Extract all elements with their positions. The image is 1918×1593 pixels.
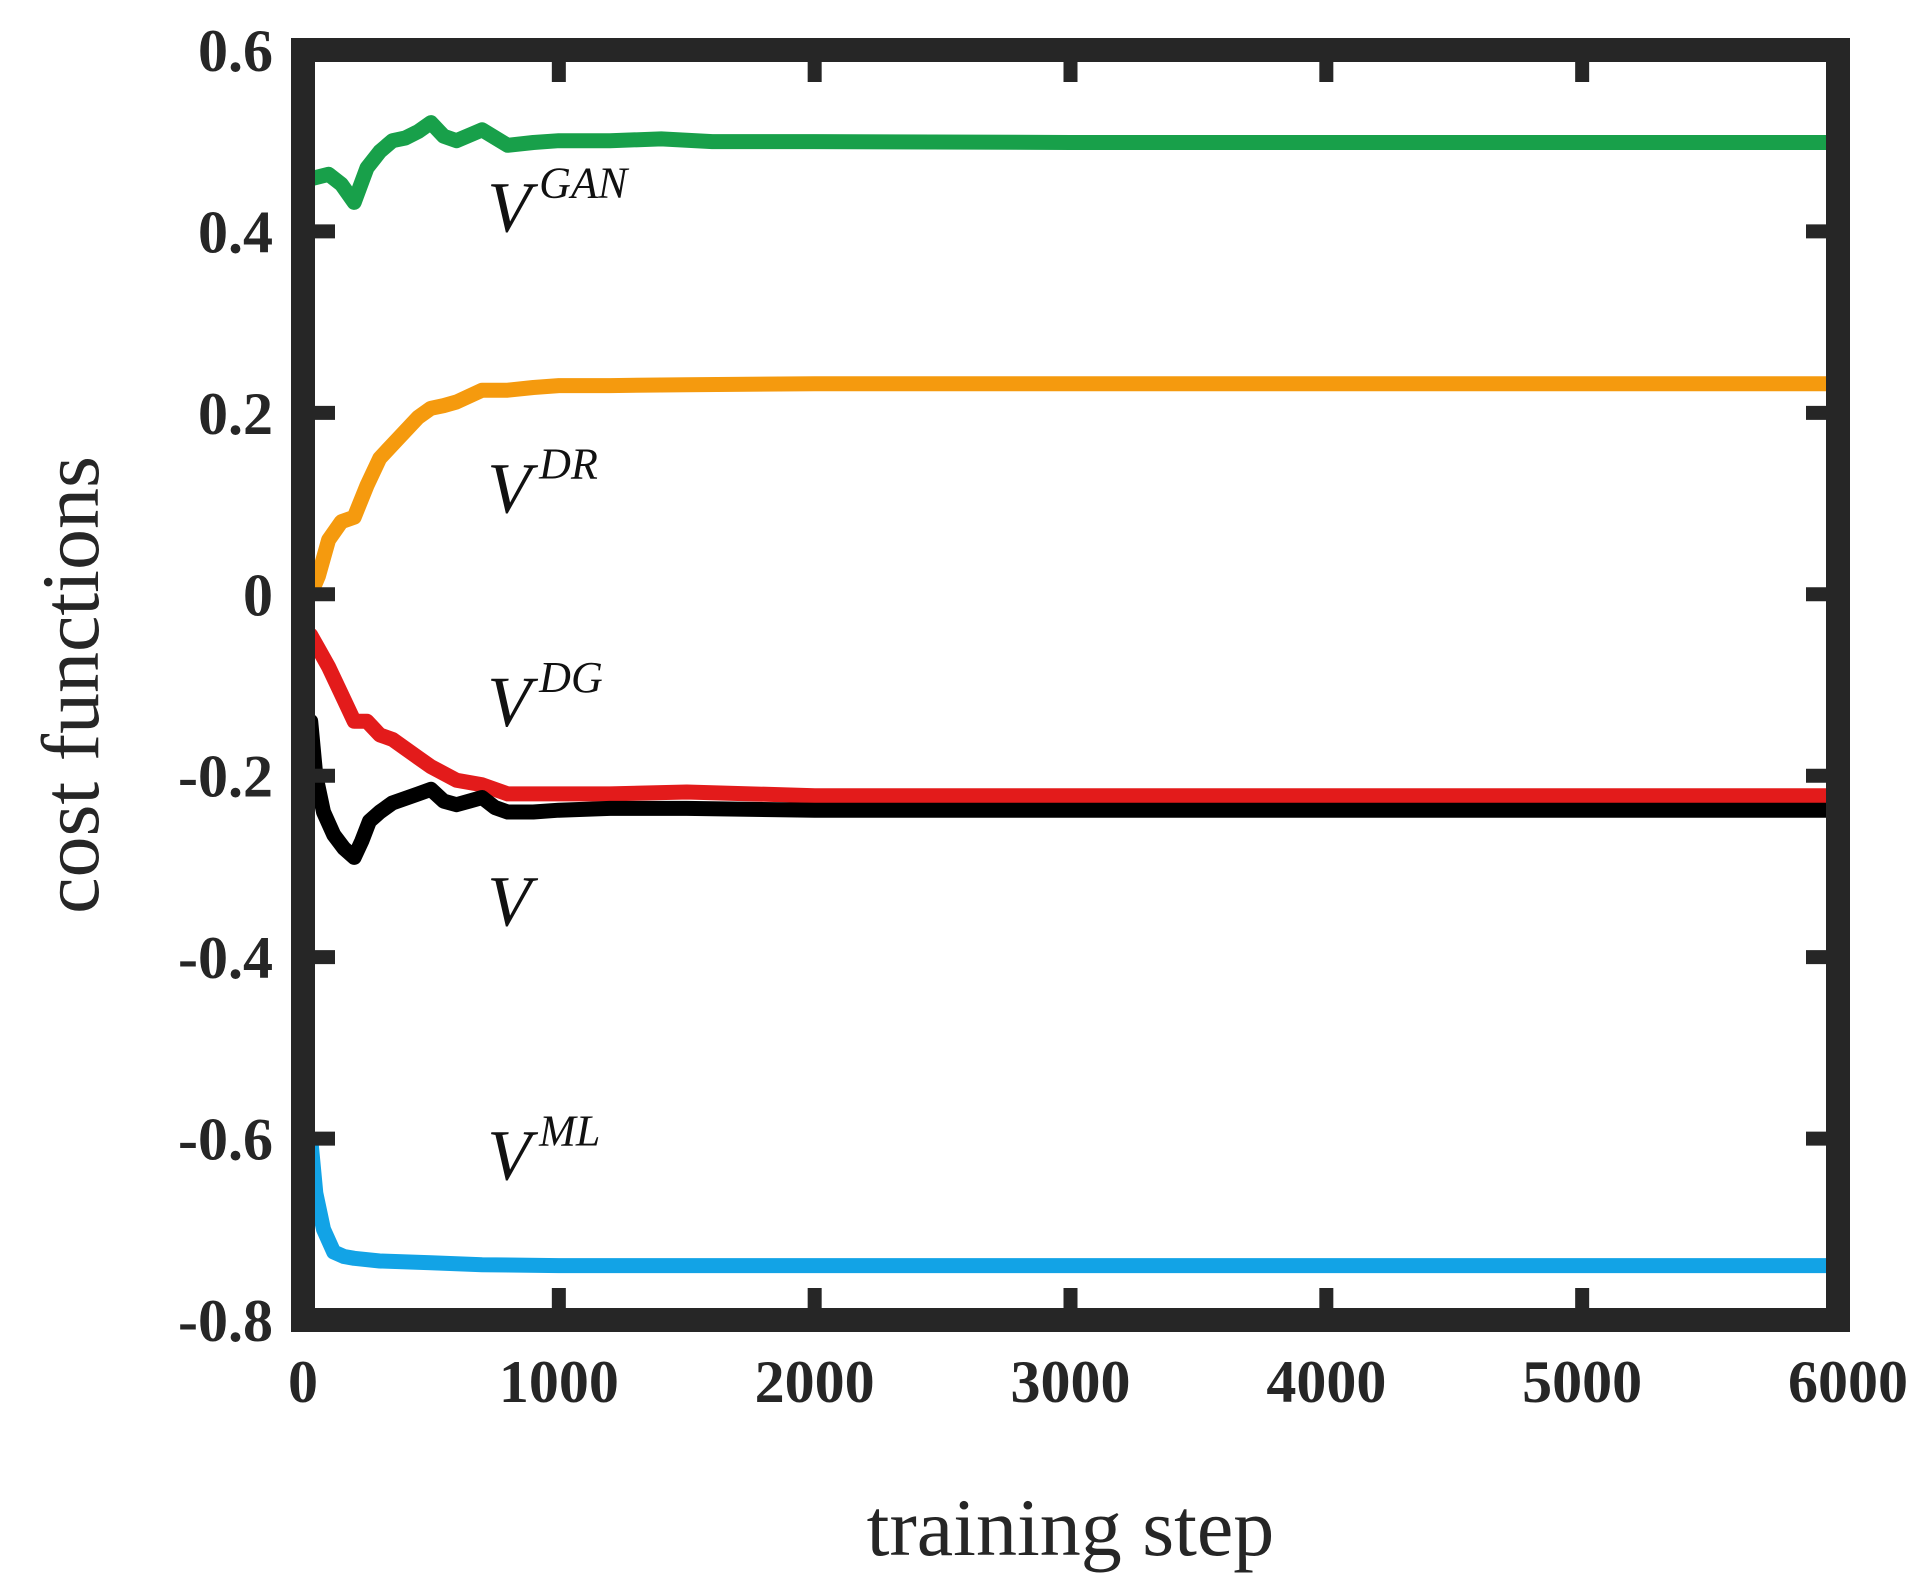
y-tick-label: 0.6 (198, 18, 273, 84)
y-tick-label: 0 (243, 562, 273, 628)
y-tick-label: -0.8 (178, 1288, 273, 1354)
tick-label-layer: 0 1000 2000 3000 4000 5000 6000 0.6 0.4 0.2 0 -0.2 -… (178, 18, 1908, 1415)
series-layer (303, 115, 1846, 1274)
y-tick-label: 0.4 (198, 199, 273, 265)
series-label-dg: V DG (487, 653, 603, 742)
series-line-ml (303, 1131, 1846, 1274)
series-label-layer: V GAN V DR V DG V V ML (487, 158, 630, 1195)
y-tick-label: -0.2 (178, 744, 273, 810)
x-tick-label: 6000 (1788, 1349, 1908, 1415)
series-line-dr (303, 376, 1846, 602)
y-tick-label: -0.6 (178, 1107, 273, 1173)
x-tick-label: 0 (288, 1349, 318, 1415)
series-label-dr: V DR (487, 440, 598, 529)
x-tick-label: 4000 (1266, 1349, 1386, 1415)
x-tick-label: 2000 (755, 1349, 875, 1415)
series-label-v: V (487, 861, 538, 941)
series-line-gan (303, 115, 1846, 210)
y-tick-label: -0.4 (178, 925, 273, 991)
series-label-gan: V GAN (487, 158, 630, 247)
tick-layer (296, 43, 1845, 1327)
series-label-ml: V ML (487, 1106, 600, 1195)
x-tick-label: 1000 (499, 1349, 619, 1415)
x-tick-label: 5000 (1522, 1349, 1642, 1415)
y-axis-title: cost functions (25, 456, 116, 914)
y-tick-label: 0.2 (198, 381, 273, 447)
plot-frame (291, 38, 1850, 1332)
x-tick-label: 3000 (1011, 1349, 1131, 1415)
series-line-v (303, 713, 1846, 865)
series-line-dg (303, 627, 1846, 804)
x-axis-title: training step (867, 1482, 1275, 1573)
